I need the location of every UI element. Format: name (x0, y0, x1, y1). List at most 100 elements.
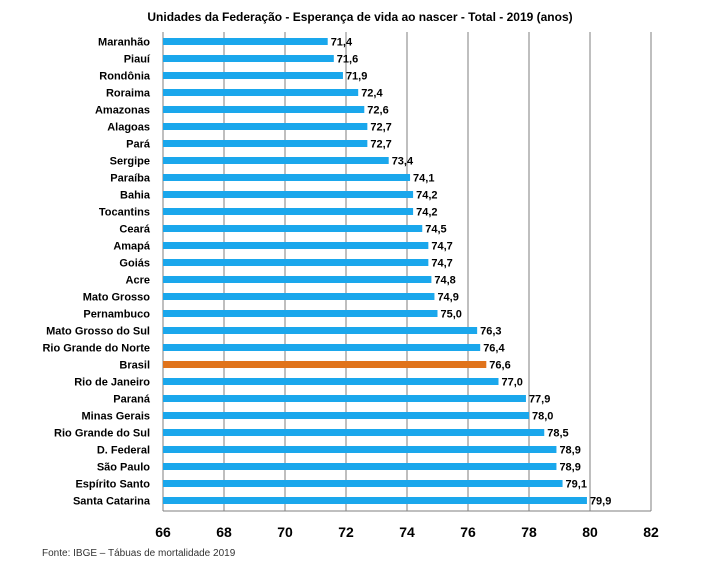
category-label: Roraima (106, 88, 151, 100)
category-labels: Maranhão Piauí Rondônia Roraima Amazonas Alag… (42, 37, 150, 508)
bar (163, 89, 359, 96)
value-label: 74,2 (416, 207, 437, 219)
value-label: 74,8 (434, 275, 455, 287)
value-label: 74,2 (416, 190, 437, 202)
grid-lines (162, 32, 652, 512)
category-label: Paraíba (110, 173, 151, 185)
category-label: Paraná (113, 394, 151, 406)
category-label: Mato Grosso (83, 292, 151, 304)
x-tick-label: 78 (521, 524, 537, 540)
bar (163, 242, 429, 249)
value-label: 72,7 (370, 139, 391, 151)
bar (163, 361, 487, 368)
bar (163, 293, 435, 300)
bar (163, 259, 429, 266)
x-tick-label: 74 (399, 524, 415, 540)
category-label: D. Federal (97, 445, 150, 457)
value-label: 77,0 (502, 377, 523, 389)
category-label: Goiás (119, 258, 150, 270)
bar (163, 446, 557, 453)
value-label: 75,0 (441, 309, 462, 321)
category-label: Mato Grosso do Sul (46, 326, 150, 338)
value-label: 74,7 (431, 241, 452, 253)
bar (163, 463, 557, 470)
bar (163, 106, 365, 113)
bar (163, 497, 587, 504)
value-label: 77,9 (529, 394, 550, 406)
value-label: 72,4 (361, 88, 383, 100)
chart-title: Unidades da Federação - Esperança de vid… (147, 10, 572, 24)
value-label: 74,5 (425, 224, 446, 236)
category-label: Rio Grande do Sul (54, 428, 150, 440)
bar (163, 412, 529, 419)
category-label: Rio de Janeiro (74, 377, 150, 389)
x-tick-label: 72 (338, 524, 354, 540)
category-label: Espírito Santo (75, 479, 150, 491)
x-tick-label: 66 (155, 524, 171, 540)
bar (163, 38, 328, 45)
value-label: 79,1 (566, 479, 587, 491)
bar (163, 72, 343, 79)
value-label: 76,3 (480, 326, 501, 338)
value-label: 76,6 (489, 360, 510, 372)
category-label: Amapá (113, 241, 151, 253)
value-label: 73,4 (392, 156, 414, 168)
bar (163, 327, 478, 334)
category-label: Tocantins (99, 207, 150, 219)
bar (163, 310, 438, 317)
value-label: 74,7 (431, 258, 452, 270)
value-label: 71,6 (337, 54, 358, 66)
source-note: Fonte: IBGE – Tábuas de mortalidade 2019 (42, 548, 236, 559)
category-label: Rondônia (99, 71, 151, 83)
category-label: Maranhão (98, 37, 150, 49)
value-label: 78,9 (559, 445, 580, 457)
x-tick-label: 82 (643, 524, 659, 540)
bar (163, 276, 432, 283)
value-label: 71,9 (346, 71, 367, 83)
category-label: Ceará (119, 224, 150, 236)
value-label: 71,4 (331, 37, 353, 49)
value-label: 78,5 (547, 428, 568, 440)
x-axis-ticks: 66 68 70 72 74 76 78 80 82 (155, 524, 659, 540)
bar (163, 480, 563, 487)
bar (163, 140, 368, 147)
value-labels: 71,471,671,972,472,672,772,773,474,174,2… (331, 37, 612, 508)
category-label: Pernambuco (83, 309, 150, 321)
category-label: Alagoas (107, 122, 150, 134)
x-tick-label: 68 (216, 524, 232, 540)
category-label: Acre (126, 275, 150, 287)
bar (163, 123, 368, 130)
bar (163, 344, 481, 351)
bar (163, 378, 499, 385)
category-label: Brasil (119, 360, 150, 372)
category-label: Pará (126, 139, 151, 151)
bar (163, 174, 411, 181)
value-label: 78,0 (532, 411, 553, 423)
category-label: Amazonas (95, 105, 150, 117)
bar (163, 225, 423, 232)
bar (163, 55, 334, 62)
category-label: Santa Catarina (73, 496, 151, 508)
bar (163, 157, 389, 164)
x-tick-label: 70 (277, 524, 293, 540)
value-label: 78,9 (559, 462, 580, 474)
category-label: São Paulo (97, 462, 150, 474)
value-label: 79,9 (590, 496, 611, 508)
value-label: 74,9 (437, 292, 458, 304)
category-label: Bahia (120, 190, 151, 202)
category-label: Rio Grande do Norte (42, 343, 150, 355)
bar (163, 395, 526, 402)
bar (163, 191, 414, 198)
x-tick-label: 80 (582, 524, 598, 540)
value-label: 72,6 (367, 105, 388, 117)
bar (163, 208, 414, 215)
category-label: Sergipe (110, 156, 150, 168)
category-label: Minas Gerais (82, 411, 150, 423)
category-label: Piauí (124, 54, 151, 66)
value-label: 74,1 (413, 173, 434, 185)
value-label: 76,4 (483, 343, 505, 355)
value-label: 72,7 (370, 122, 391, 134)
x-tick-label: 76 (460, 524, 476, 540)
bars (163, 38, 587, 504)
